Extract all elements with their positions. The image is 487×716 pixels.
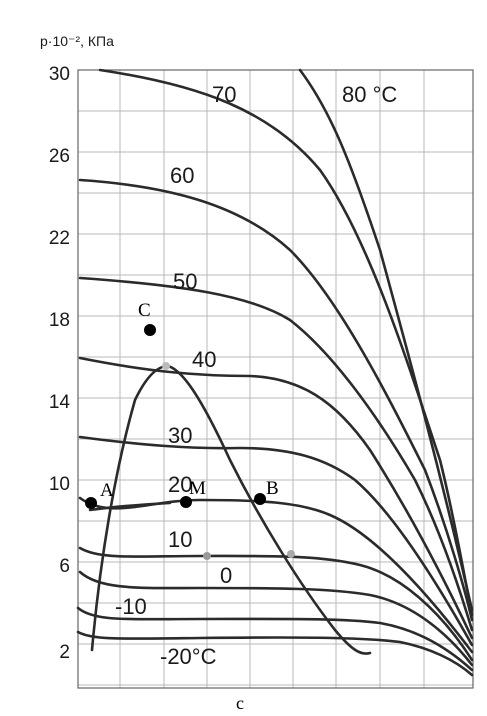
isotherm-60 <box>78 178 474 622</box>
isotherm-curves <box>76 68 474 677</box>
isotherm-0 <box>78 570 474 667</box>
chart-caption: c <box>236 693 244 713</box>
point-a-label: A <box>100 480 114 501</box>
isotherm-label: 10 <box>168 527 192 552</box>
point-a-marker <box>85 497 97 509</box>
point-c-label: C <box>138 300 151 321</box>
y-axis-label: p·10⁻², КПа <box>40 33 114 49</box>
saturation-peak-marker <box>162 362 170 370</box>
point-m-marker <box>180 496 192 508</box>
isotherm-10 <box>78 546 474 662</box>
isotherm-80 <box>298 68 474 612</box>
isotherm-label: 60 <box>170 163 194 188</box>
isotherm-label: 0 <box>220 563 232 588</box>
y-tick-label: 30 <box>49 64 70 85</box>
isotherm-minus10 <box>76 606 474 672</box>
isotherm-20-continuation <box>88 501 172 512</box>
point-b-marker <box>254 493 266 505</box>
isotherm-label: 50 <box>173 269 197 294</box>
point-c-marker <box>144 324 156 336</box>
point-m-label: M <box>189 478 206 499</box>
state-points: A M B C <box>85 300 295 560</box>
isotherm-label: -10 <box>115 594 147 619</box>
y-tick-label: 26 <box>49 146 70 167</box>
intersection-marker <box>203 552 211 560</box>
isotherm-label: 20 <box>168 472 192 497</box>
isotherm-label: 70 <box>212 82 236 107</box>
saturation-curve <box>90 364 372 655</box>
isotherm-30 <box>78 435 474 647</box>
plot-frame <box>77 69 474 689</box>
isotherm-label: 40 <box>192 347 216 372</box>
isotherm-50 <box>78 276 474 632</box>
y-tick-label: 2 <box>59 642 70 663</box>
isotherm-40 <box>78 356 474 640</box>
isotherm-label: 80 °C <box>342 82 397 107</box>
y-tick-label: 18 <box>49 310 70 331</box>
isotherm-20 <box>78 496 474 654</box>
isotherm-label: 30 <box>168 423 192 448</box>
y-tick-label: 14 <box>49 392 71 413</box>
y-tick-label: 6 <box>59 556 70 577</box>
grid <box>77 69 474 688</box>
y-tick-labels: 30 26 22 18 14 10 6 2 <box>49 64 71 663</box>
isotherm-minus20 <box>76 630 474 677</box>
isotherm-70 <box>98 68 474 617</box>
isotherm-labels: 70 80 °C 60 50 40 30 20 10 0 -10 -20°C <box>115 82 397 669</box>
y-tick-label: 10 <box>49 474 70 495</box>
point-b-label: B <box>266 478 279 499</box>
isotherm-label: -20°C <box>160 644 217 669</box>
intersection-marker <box>287 550 295 558</box>
y-tick-label: 22 <box>49 228 70 249</box>
